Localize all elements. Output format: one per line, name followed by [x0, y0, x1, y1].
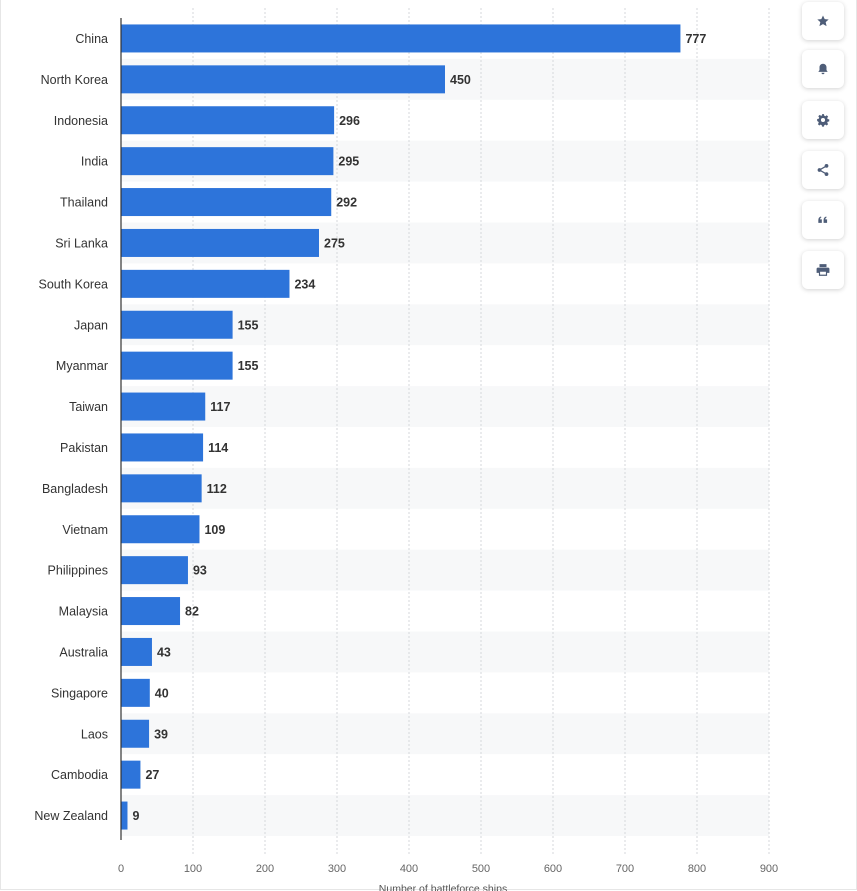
row-band — [121, 467, 769, 509]
settings-button[interactable] — [802, 101, 844, 139]
category-label: Singapore — [51, 686, 108, 700]
bar[interactable] — [121, 637, 152, 666]
row-band — [121, 713, 769, 755]
value-label: 112 — [207, 482, 227, 496]
value-label: 155 — [238, 318, 259, 332]
x-tick-label: 800 — [688, 863, 706, 875]
bar[interactable] — [121, 351, 233, 380]
bar[interactable] — [121, 269, 290, 298]
row-band — [121, 386, 769, 427]
bar[interactable] — [121, 678, 150, 707]
bar[interactable] — [121, 392, 206, 421]
category-label: South Korea — [39, 277, 109, 291]
bar[interactable] — [121, 556, 188, 585]
print-button[interactable] — [802, 251, 844, 289]
notification-button[interactable] — [802, 50, 844, 88]
bar[interactable] — [121, 24, 681, 53]
quote-icon — [818, 216, 828, 223]
x-tick-label: 100 — [184, 863, 202, 875]
share-button[interactable] — [802, 151, 844, 189]
share-icon — [817, 164, 829, 176]
category-label: Malaysia — [59, 605, 108, 619]
star-icon — [817, 15, 829, 27]
value-label: 9 — [132, 809, 139, 823]
value-label: 234 — [294, 277, 315, 291]
bar[interactable] — [121, 474, 202, 503]
category-label: Thailand — [60, 196, 108, 210]
category-label: China — [75, 32, 108, 46]
x-tick-label: 300 — [328, 863, 346, 875]
x-tick-label: 200 — [256, 863, 274, 875]
category-label: Japan — [74, 318, 108, 332]
bar[interactable] — [121, 228, 319, 257]
row-band — [121, 549, 769, 591]
bell-icon — [818, 63, 828, 75]
value-label: 27 — [145, 768, 159, 782]
value-labels: 777 450 296 295 292 275 234 155 155 117 114 112 109 9… — [132, 32, 706, 823]
value-label: 39 — [154, 727, 168, 741]
category-label: Myanmar — [56, 359, 108, 373]
x-tick-label: 900 — [760, 863, 778, 875]
value-label: 109 — [204, 523, 225, 537]
printer-icon — [816, 264, 830, 276]
category-label: Philippines — [48, 564, 108, 578]
category-label: Pakistan — [60, 441, 108, 455]
bar[interactable] — [121, 106, 335, 135]
x-tick-label: 700 — [616, 863, 634, 875]
row-bands — [121, 58, 769, 836]
bar[interactable] — [121, 310, 233, 339]
category-label: Cambodia — [51, 768, 108, 782]
x-tick-labels: 0 100 200 300 400 500 600 700 800 900 — [118, 863, 778, 875]
bar[interactable] — [121, 515, 200, 544]
row-band — [121, 631, 769, 673]
bar-chart: 777 450 296 295 292 275 234 155 155 117 114 112 109 9… — [34, 8, 778, 891]
category-label: India — [81, 155, 108, 169]
favorite-button[interactable] — [802, 2, 844, 40]
value-label: 275 — [324, 236, 345, 250]
x-axis-title: Number of battleforce ships — [379, 883, 507, 891]
category-label: Laos — [81, 727, 108, 741]
value-label: 295 — [338, 155, 359, 169]
category-label: North Korea — [41, 73, 108, 87]
value-label: 82 — [185, 605, 199, 619]
category-label: Australia — [59, 645, 108, 659]
value-label: 117 — [210, 400, 230, 414]
bar[interactable] — [121, 433, 204, 462]
x-tick-label: 500 — [472, 863, 490, 875]
bar[interactable] — [121, 760, 141, 789]
gear-icon — [817, 114, 830, 127]
value-label: 114 — [208, 441, 228, 455]
category-label: Vietnam — [62, 523, 108, 537]
x-tick-label: 0 — [118, 863, 124, 875]
bar[interactable] — [121, 801, 128, 830]
value-label: 43 — [157, 645, 171, 659]
bar[interactable] — [121, 65, 445, 94]
category-labels: China North Korea Indonesia India Thailand Sr… — [34, 32, 108, 823]
bar[interactable] — [121, 597, 181, 626]
value-label: 155 — [238, 359, 259, 373]
value-label: 292 — [336, 196, 357, 210]
category-label: Indonesia — [54, 114, 108, 128]
x-tick-label: 400 — [400, 863, 418, 875]
category-label: New Zealand — [34, 809, 108, 823]
value-label: 777 — [685, 32, 706, 46]
cite-button[interactable] — [802, 201, 844, 239]
category-label: Taiwan — [69, 400, 108, 414]
value-label: 296 — [339, 114, 360, 128]
bar[interactable] — [121, 188, 332, 217]
category-label: Sri Lanka — [55, 236, 108, 250]
bars — [121, 24, 681, 830]
x-tick-label: 600 — [544, 863, 562, 875]
category-label: Bangladesh — [42, 482, 108, 496]
value-label: 450 — [450, 73, 471, 87]
row-band — [121, 795, 769, 836]
bar[interactable] — [121, 147, 334, 176]
value-label: 93 — [193, 564, 207, 578]
bar[interactable] — [121, 719, 150, 748]
value-label: 40 — [155, 686, 169, 700]
